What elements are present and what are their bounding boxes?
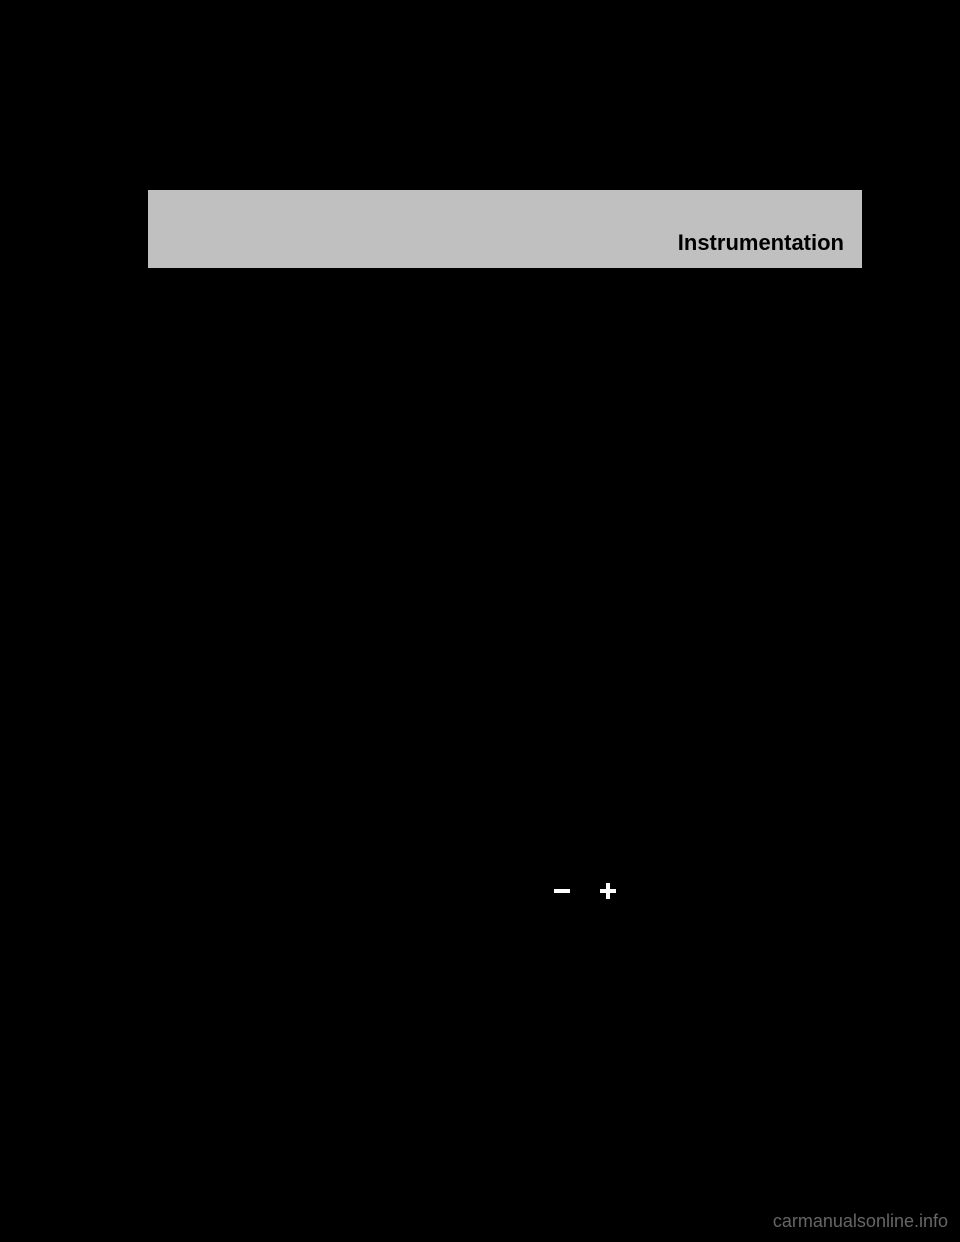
high-beam-icon bbox=[540, 609, 618, 664]
page-content: Instrumentation bbox=[148, 190, 862, 268]
section-title: Instrumentation bbox=[678, 230, 844, 256]
turn-signal-icon bbox=[533, 493, 637, 538]
brake-warning-icon bbox=[542, 292, 632, 363]
battery-icon bbox=[542, 861, 628, 921]
section-header: Instrumentation bbox=[148, 190, 862, 268]
watermark-text: carmanualsonline.info bbox=[773, 1211, 948, 1232]
